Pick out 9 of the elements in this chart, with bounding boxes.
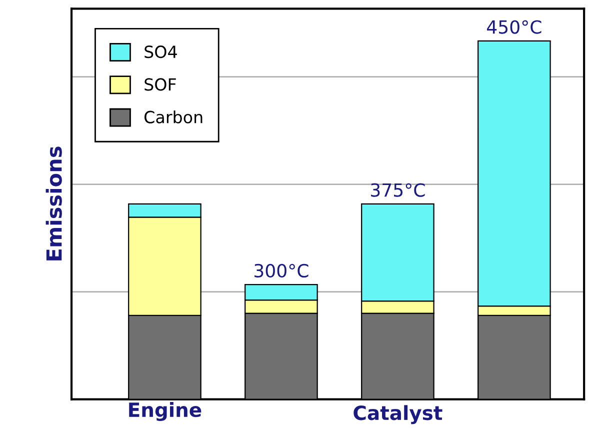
text: Catalyst xyxy=(354,405,442,424)
legend-label: Carbon xyxy=(144,110,202,124)
x-tick-label: 375°C xyxy=(371,183,425,197)
legend-label: SO4 xyxy=(144,46,177,58)
legend-label: SOF xyxy=(144,78,176,91)
y-axis-title: Emissions xyxy=(46,146,62,260)
x-tick-label: 450°C xyxy=(487,20,542,34)
x-tick-label: Engine xyxy=(129,402,202,422)
x-tick-label: 300°C xyxy=(254,264,308,278)
